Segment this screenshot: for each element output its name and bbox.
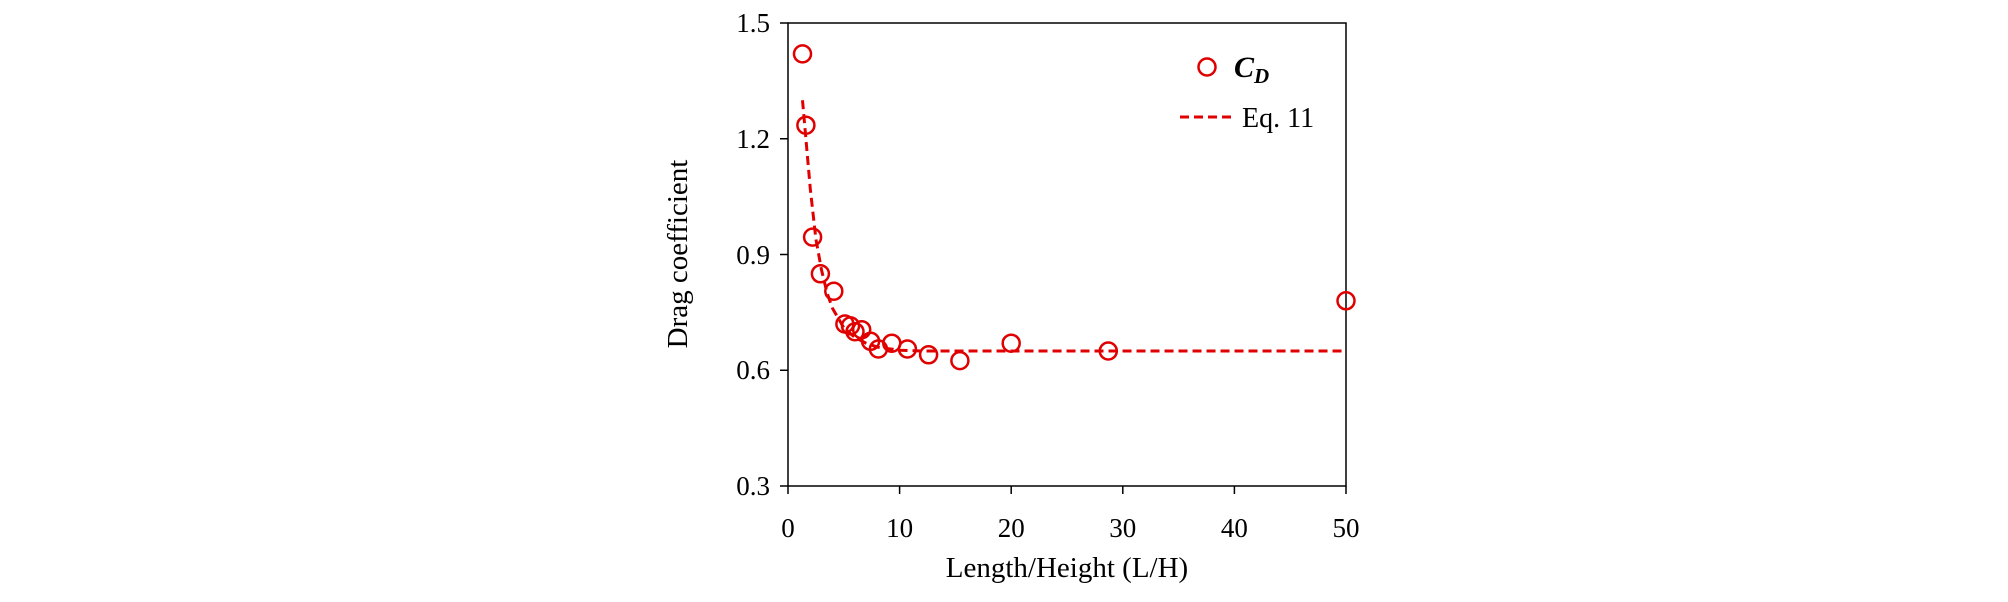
cd-data-point (796, 115, 816, 135)
y-tick-label: 0.9 (736, 240, 770, 270)
x-tick-label: 40 (1221, 513, 1248, 543)
plot-frame (787, 22, 1347, 487)
legend: CD Eq. 11 (1180, 51, 1314, 134)
y-tick-label: 1.2 (736, 124, 770, 154)
cd-data-point (840, 316, 861, 336)
cd-data-point (950, 350, 970, 371)
legend-label-cd: CD (1234, 51, 1269, 88)
x-tick-label: 50 (1333, 513, 1360, 543)
x-axis-title: Length/Height (L/H) (946, 552, 1188, 584)
cd-data-point (802, 227, 823, 247)
x-tick-label: 0 (781, 513, 795, 543)
x-tick-label: 30 (1109, 513, 1136, 543)
legend-label-eq11: Eq. 11 (1242, 103, 1314, 134)
x-tick-label: 20 (998, 513, 1025, 543)
cd-data-point (1336, 291, 1356, 311)
cd-data-point (810, 264, 831, 284)
legend-label-cd-subscript: D (1253, 64, 1269, 88)
cd-data-point (792, 44, 813, 64)
y-axis-title: Drag coefficient (662, 160, 694, 349)
cd-data-point (824, 281, 844, 301)
legend-label-cd-main: C (1234, 51, 1255, 84)
x-tick-label: 10 (886, 513, 913, 543)
legend-marker-circle-icon (1197, 57, 1217, 77)
cd-data-point (897, 339, 918, 359)
eq11-fit-line (801, 100, 1346, 353)
y-tick-label: 1.5 (736, 8, 770, 38)
cd-data-series (792, 44, 1356, 371)
eq11-fit-series (801, 100, 1346, 353)
cd-data-point (918, 345, 939, 365)
y-tick-label: 0.6 (736, 355, 770, 385)
y-tick-label: 0.3 (736, 471, 770, 501)
x-tick-marks (787, 486, 1347, 494)
x-axis: 0 10 20 30 40 50 Length/Height (L/H) (781, 486, 1360, 584)
cd-data-point (1001, 333, 1021, 353)
cd-data-point (1098, 341, 1119, 361)
y-tick-marks (780, 22, 788, 487)
y-axis: 0.3 0.6 0.9 1.2 1.5 Drag coefficient (662, 8, 788, 501)
